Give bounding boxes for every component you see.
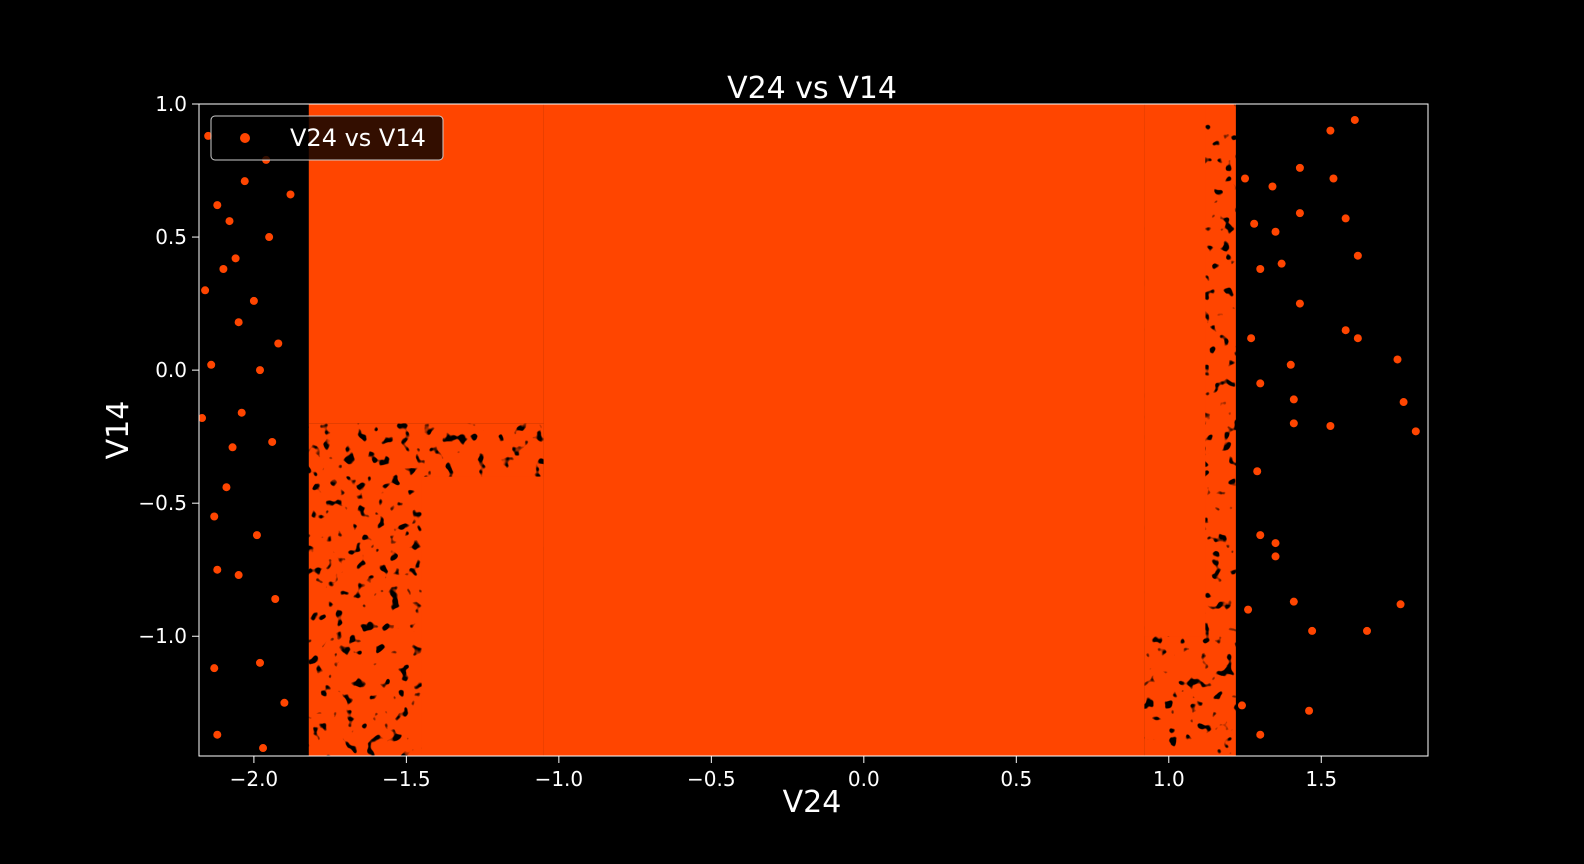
scatter-fringe-band [1144,104,1206,637]
scatter-point [1271,552,1280,561]
scatter-point [252,531,261,540]
scatter-point [213,565,222,574]
scatter-point [1256,730,1265,739]
x-axis-label: V24 [783,785,842,820]
scatter-point [1295,209,1304,218]
scatter-point [1289,419,1298,428]
scatter-point [259,744,268,753]
scatter-point [234,318,243,327]
scatter-point [1308,626,1317,635]
scatter-point [265,233,274,242]
scatter-point [271,594,280,603]
scatter-point [1341,214,1350,223]
scatter-point [210,512,219,521]
scatter-fringe-band [421,476,544,756]
plot-frame [198,103,1429,757]
scatter-point [1326,126,1335,135]
y-tick-label: 1.0 [155,92,187,116]
scatter-point [1399,398,1408,407]
chart-title: V24 vs V14 [727,71,897,106]
scatter-point [1289,395,1298,404]
scatter-point [231,254,240,263]
scatter-point [210,664,219,673]
scatter-point [1353,251,1362,260]
scatter-point [1411,427,1420,436]
scatter-point [213,201,222,210]
scatter-point [1237,701,1246,710]
scatter-point [201,286,210,295]
scatter-point [1295,163,1304,172]
x-axis: −2.0 −1.5 −1.0 −0.5 0.0 0.5 1.0 1.5 [230,756,1337,791]
y-axis: 1.0 0.5 0.0 −0.5 −1.0 [138,92,199,648]
scatter-point [280,698,289,707]
scatter-point [1341,326,1350,335]
scatter-point [286,190,295,199]
scatter-point [1256,379,1265,388]
scatter-point [1271,539,1280,548]
scatter-point [1329,174,1338,183]
legend-box [210,115,444,161]
scatter-point [204,131,213,140]
y-tick-label: 0.5 [155,225,187,249]
scatter-point [1256,531,1265,540]
scatter-point [1244,605,1253,614]
x-tick-label: −2.0 [230,767,279,791]
scatter-point [255,658,264,667]
scatter-point [1277,259,1286,268]
legend-label: V24 vs V14 [290,124,426,152]
scatter-point [1286,360,1295,369]
scatter-point [207,360,216,369]
y-tick-label: −0.5 [138,491,187,515]
legend: V24 vs V14 [210,115,444,161]
scatter-point [225,217,234,226]
scatter-point [1353,334,1362,343]
x-tick-label: −0.5 [687,767,736,791]
scatter-point [1305,706,1314,715]
scatter-point [249,296,258,305]
x-tick-label: −1.0 [535,767,584,791]
scatter-point [240,177,249,186]
scatter-point [1256,264,1265,273]
x-tick-label: 0.5 [1000,767,1032,791]
scatter-point [222,483,231,492]
scatter-point [1268,182,1277,191]
scatter-point [237,408,246,417]
scatter-point [1326,422,1335,431]
legend-marker [240,133,250,143]
y-axis-label: V14 [101,401,136,460]
scatter-point [213,730,222,739]
scatter-point [1250,219,1259,228]
y-tick-label: 0.0 [155,358,187,382]
scatter-point [1289,597,1298,606]
scatter-point [1271,227,1280,236]
scatter-point [1363,626,1372,635]
y-tick-label: −1.0 [138,624,187,648]
scatter-point [268,437,277,446]
x-tick-label: 1.5 [1305,767,1337,791]
scatter-point [1253,467,1262,476]
scatter-point [1393,355,1402,364]
scatter-point [219,264,228,273]
x-tick-label: 0.0 [848,767,880,791]
scatter-point [1295,299,1304,308]
scatter-point [234,571,243,580]
scatter-point [228,443,237,452]
plot-area [198,103,1429,757]
scatter-point [255,366,264,375]
scatter-layer [199,104,1420,756]
scatter-point [199,414,207,423]
x-tick-label: −1.5 [382,767,431,791]
scatter-point [274,339,283,348]
x-tick-label: 1.0 [1153,767,1185,791]
scatter-point [1247,334,1256,343]
scatter-point [1350,115,1359,124]
scatter-dense-core [543,104,1145,756]
scatter-point [1241,174,1250,183]
scatter-point [1396,600,1405,609]
